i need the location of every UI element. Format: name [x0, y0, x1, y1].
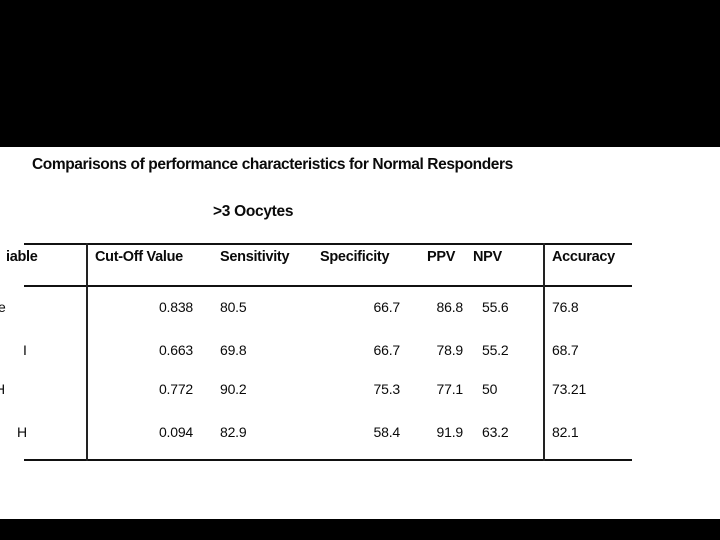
table-column-divider-variable — [86, 243, 88, 461]
header-specificity: Specificity — [320, 249, 390, 265]
row2-cutoff: 0.663 — [158, 342, 193, 358]
row3-accuracy: 73.21 — [552, 381, 587, 397]
row1-specificity: 66.7 — [373, 299, 401, 315]
row3-variable-label: H — [0, 381, 5, 397]
header-cutoff-value: Cut-Off Value — [95, 249, 183, 265]
header-variable: iable — [6, 249, 38, 265]
row3-specificity: 75.3 — [373, 381, 401, 397]
row4-sensitivity: 82.9 — [220, 424, 247, 440]
row1-npv: 55.6 — [482, 299, 509, 315]
row3-ppv: 77.1 — [436, 381, 464, 397]
table-header-divider — [24, 285, 632, 287]
table-column-divider-accuracy — [543, 243, 545, 461]
row1-ppv: 86.8 — [436, 299, 464, 315]
row2-sensitivity: 69.8 — [220, 342, 247, 358]
row1-accuracy: 76.8 — [552, 299, 579, 315]
slide-content-panel — [0, 147, 720, 519]
header-npv: NPV — [473, 249, 502, 265]
row2-npv: 55.2 — [482, 342, 509, 358]
row3-sensitivity: 90.2 — [220, 381, 247, 397]
row2-specificity: 66.7 — [373, 342, 401, 358]
table-top-border — [24, 243, 632, 245]
row1-sensitivity: 80.5 — [220, 299, 247, 315]
header-accuracy: Accuracy — [552, 249, 615, 265]
row4-variable-label: H — [17, 424, 27, 440]
row2-ppv: 78.9 — [436, 342, 464, 358]
row3-npv: 50 — [482, 381, 498, 397]
row4-specificity: 58.4 — [373, 424, 401, 440]
row4-accuracy: 82.1 — [552, 424, 579, 440]
row3-cutoff: 0.772 — [158, 381, 193, 397]
header-ppv: PPV — [427, 249, 456, 265]
row4-cutoff: 0.094 — [158, 424, 193, 440]
slide-title: Comparisons of performance characteristi… — [32, 156, 513, 173]
row2-accuracy: 68.7 — [552, 342, 579, 358]
row1-variable-label: e — [0, 299, 6, 315]
row1-cutoff: 0.838 — [158, 299, 193, 315]
row4-npv: 63.2 — [482, 424, 509, 440]
table-bottom-border — [24, 459, 632, 461]
header-sensitivity: Sensitivity — [220, 249, 290, 265]
row2-variable-label: I — [23, 342, 27, 358]
table-subtitle: >3 Oocytes — [213, 203, 294, 220]
row4-ppv: 91.9 — [436, 424, 464, 440]
